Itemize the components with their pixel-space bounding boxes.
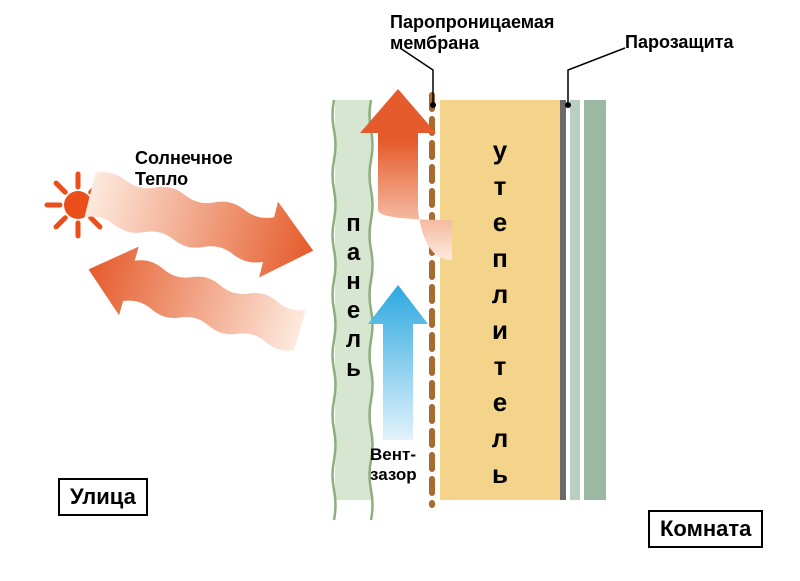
vapor-barrier-label: Парозащита — [625, 32, 734, 53]
diagram-canvas: СолнечноеТепло Улица Комната Вент- зазор… — [0, 0, 800, 581]
membrane-l1: Паропроницаемая — [390, 12, 554, 33]
sun-heat-text-1: СолнечноеТепло — [135, 148, 233, 190]
panel-text: панель — [339, 210, 367, 384]
membrane-label: Паропроницаемая мембрана — [390, 12, 554, 54]
ventgap-l2: зазор — [370, 465, 417, 485]
membrane-l2: мембрана — [390, 33, 554, 54]
street-label: Улица — [58, 478, 148, 516]
insulation-text: утеплитель — [484, 135, 515, 495]
room-label: Комната — [648, 510, 763, 548]
ventgap-label: Вент- зазор — [370, 445, 417, 485]
ventgap-l1: Вент- — [370, 445, 417, 465]
sun-heat-label: СолнечноеТепло — [135, 148, 233, 190]
